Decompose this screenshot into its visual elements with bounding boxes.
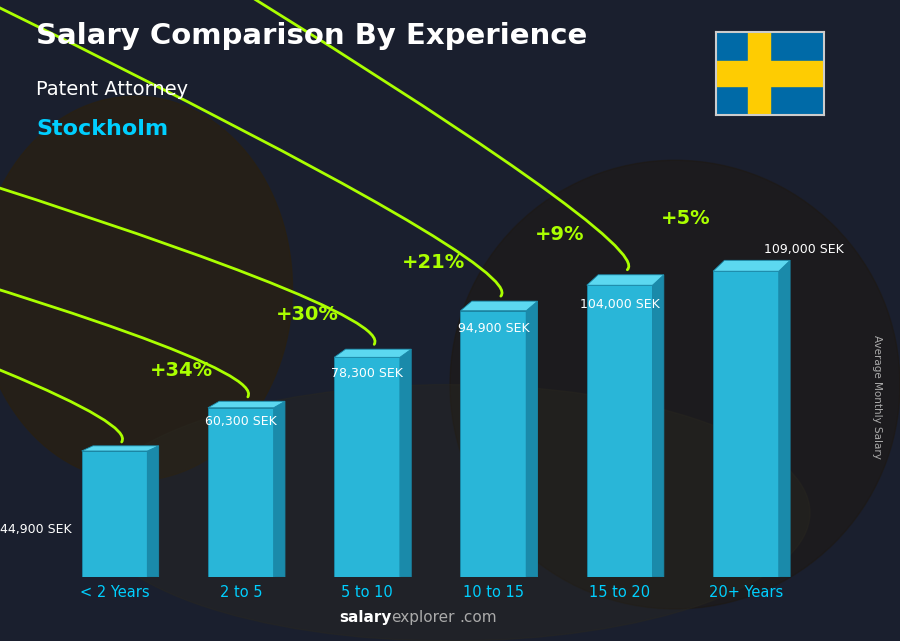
Ellipse shape: [450, 160, 900, 609]
Text: 60,300 SEK: 60,300 SEK: [205, 415, 276, 428]
Ellipse shape: [90, 385, 810, 641]
Polygon shape: [713, 271, 778, 577]
Polygon shape: [526, 301, 537, 577]
Polygon shape: [587, 275, 664, 285]
Polygon shape: [587, 285, 652, 577]
Polygon shape: [713, 260, 790, 271]
Text: 78,300 SEK: 78,300 SEK: [331, 367, 403, 379]
Bar: [716, 62, 824, 87]
Ellipse shape: [0, 96, 292, 481]
Text: +5%: +5%: [662, 209, 711, 228]
Text: 104,000 SEK: 104,000 SEK: [580, 298, 660, 311]
Polygon shape: [208, 401, 285, 408]
Text: Average Monthly Salary: Average Monthly Salary: [872, 335, 883, 460]
Text: Patent Attorney: Patent Attorney: [36, 80, 188, 99]
Polygon shape: [778, 260, 790, 577]
Polygon shape: [82, 446, 158, 451]
Text: +30%: +30%: [276, 305, 338, 324]
Text: 44,900 SEK: 44,900 SEK: [0, 522, 72, 535]
Text: Salary Comparison By Experience: Salary Comparison By Experience: [36, 22, 587, 51]
Polygon shape: [461, 301, 537, 311]
Polygon shape: [400, 349, 411, 577]
Polygon shape: [334, 349, 411, 357]
Text: explorer: explorer: [392, 610, 455, 625]
Polygon shape: [208, 408, 274, 577]
Text: .com: .com: [459, 610, 497, 625]
Text: +34%: +34%: [149, 361, 212, 380]
Text: +21%: +21%: [402, 253, 465, 272]
Polygon shape: [274, 401, 285, 577]
Polygon shape: [82, 451, 148, 577]
Polygon shape: [652, 275, 664, 577]
Polygon shape: [461, 311, 526, 577]
Text: 94,900 SEK: 94,900 SEK: [457, 322, 529, 335]
Text: +9%: +9%: [536, 224, 585, 244]
Polygon shape: [334, 357, 400, 577]
Text: Stockholm: Stockholm: [36, 119, 168, 138]
Text: salary: salary: [339, 610, 392, 625]
Polygon shape: [148, 446, 158, 577]
Text: 109,000 SEK: 109,000 SEK: [764, 243, 843, 256]
Bar: [748, 32, 770, 115]
